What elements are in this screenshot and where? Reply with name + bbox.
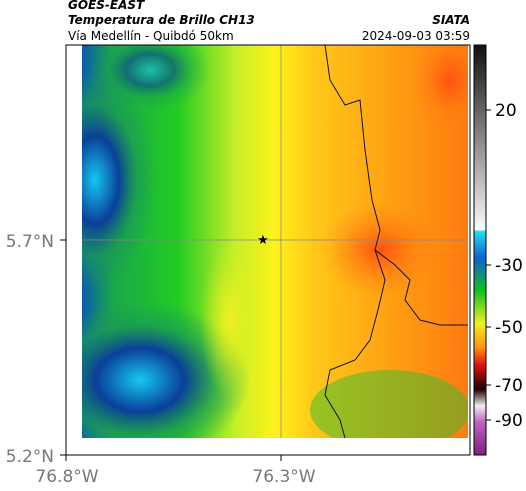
title: GOES-EAST (68, 0, 145, 12)
colorbar-label: 20 (495, 101, 517, 121)
lon-label: 76.3°W (252, 467, 315, 487)
colorbar (473, 44, 487, 456)
brightness-image (82, 45, 468, 438)
lat-label: 5.7°N (6, 232, 54, 252)
lat-label: 5.2°N (6, 447, 54, 467)
subtitle: Temperatura de Brillo CH13 (68, 13, 255, 27)
location-star: ★ (257, 233, 269, 248)
map-frame (65, 44, 471, 456)
source: SIATA (432, 13, 470, 27)
colorbar-ticks (486, 109, 491, 421)
colorbar-label: -30 (495, 256, 523, 276)
datetime: 2024-09-03 03:59 (362, 29, 470, 43)
lon-label: 76.8°W (35, 467, 98, 487)
colorbar-label: -50 (495, 318, 523, 338)
colorbar-label: -90 (495, 411, 523, 431)
route: Vía Medellín - Quibdó 50km (68, 29, 234, 43)
colorbar-label: -70 (495, 376, 523, 396)
